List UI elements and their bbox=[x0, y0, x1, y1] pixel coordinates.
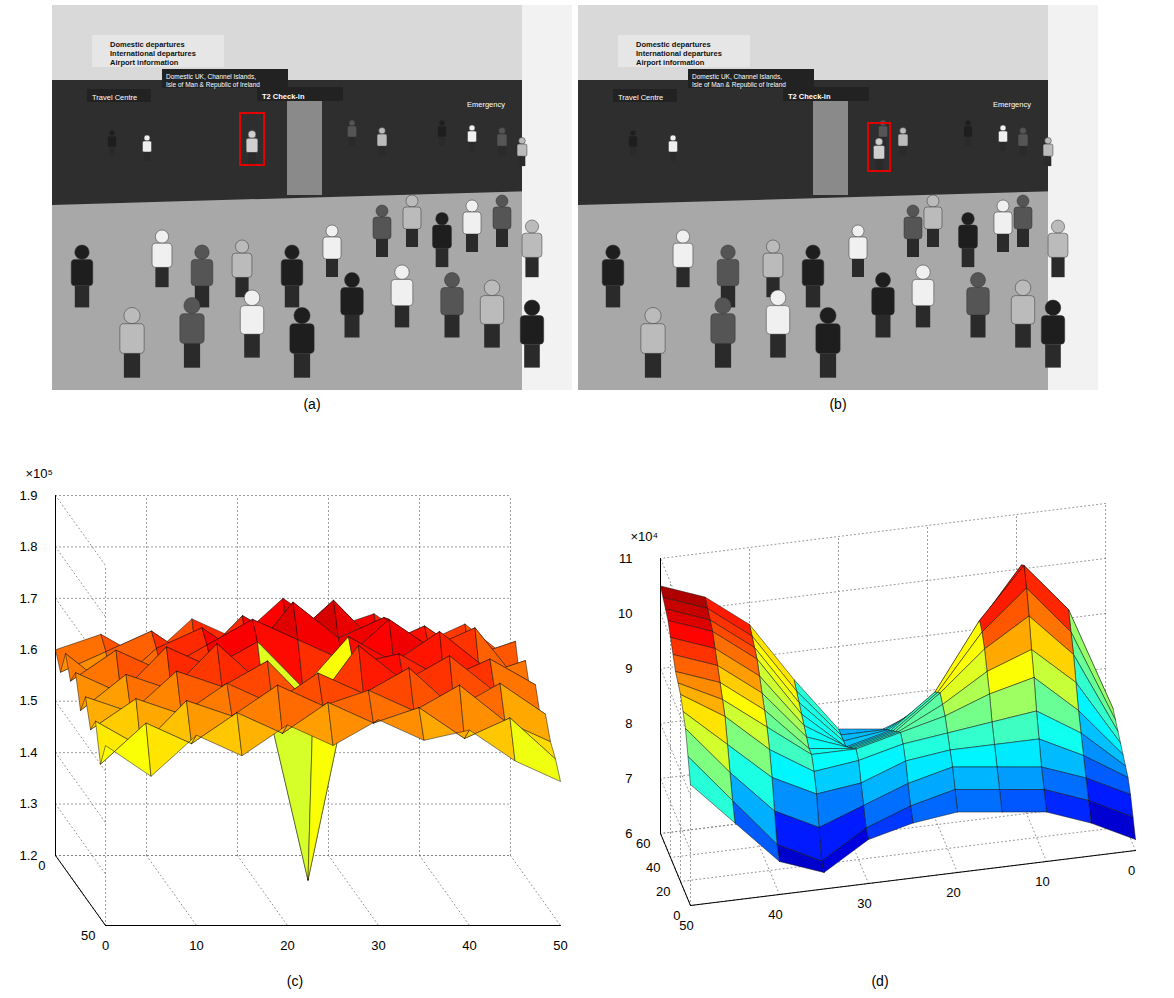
svg-text:20: 20 bbox=[946, 885, 960, 900]
svg-text:0: 0 bbox=[102, 938, 109, 953]
svg-text:0: 0 bbox=[1128, 863, 1135, 878]
svg-text:1.9: 1.9 bbox=[19, 488, 37, 503]
svg-text:10: 10 bbox=[1035, 874, 1049, 889]
svg-text:8: 8 bbox=[625, 716, 632, 731]
svg-text:40: 40 bbox=[646, 860, 660, 875]
svg-text:Isle of Man & Republic of Irel: Isle of Man & Republic of Ireland bbox=[166, 81, 260, 89]
html-text:(d): (d) bbox=[871, 973, 889, 989]
svg-text:T2 Check-in: T2 Check-in bbox=[262, 92, 305, 101]
svg-text:Airport information: Airport information bbox=[636, 58, 705, 67]
svg-text:×10⁵: ×10⁵ bbox=[26, 466, 53, 481]
svg-text:1.5: 1.5 bbox=[19, 693, 37, 708]
svg-text:50: 50 bbox=[81, 928, 95, 943]
svg-text:7: 7 bbox=[625, 771, 632, 786]
svg-text:Airport information: Airport information bbox=[110, 58, 179, 67]
svg-text:Domestic departures: Domestic departures bbox=[110, 40, 185, 49]
svg-text:30: 30 bbox=[857, 896, 871, 911]
svg-text:International departures: International departures bbox=[636, 49, 722, 58]
svg-text:1.4: 1.4 bbox=[19, 745, 37, 760]
svg-text:50: 50 bbox=[553, 938, 567, 953]
svg-text:Travel Centre: Travel Centre bbox=[92, 93, 137, 102]
svg-text:1.2: 1.2 bbox=[19, 848, 37, 863]
html-text:(c): (c) bbox=[286, 973, 304, 989]
svg-text:20: 20 bbox=[656, 884, 670, 899]
svg-text:Domestic departures: Domestic departures bbox=[636, 40, 711, 49]
svg-text:Isle of Man & Republic of Irel: Isle of Man & Republic of Ireland bbox=[692, 81, 786, 89]
svg-text:1.3: 1.3 bbox=[19, 796, 37, 811]
svg-text:50: 50 bbox=[679, 918, 693, 933]
svg-text:30: 30 bbox=[371, 938, 385, 953]
svg-text:Domestic UK, Channel Islands,: Domestic UK, Channel Islands, bbox=[166, 73, 256, 80]
svg-text:1.6: 1.6 bbox=[19, 642, 37, 657]
html-text:(b): (b) bbox=[829, 396, 847, 412]
svg-text:×10⁴: ×10⁴ bbox=[631, 529, 659, 544]
svg-text:40: 40 bbox=[768, 907, 782, 922]
svg-text:0: 0 bbox=[38, 858, 45, 873]
svg-text:International departures: International departures bbox=[110, 49, 196, 58]
svg-text:9: 9 bbox=[625, 661, 632, 676]
svg-text:60: 60 bbox=[636, 836, 650, 851]
svg-text:40: 40 bbox=[462, 938, 476, 953]
svg-text:Domestic UK, Channel Islands,: Domestic UK, Channel Islands, bbox=[692, 73, 782, 80]
svg-text:T2 Check-in: T2 Check-in bbox=[788, 92, 831, 101]
svg-text:20: 20 bbox=[280, 938, 294, 953]
svg-text:11: 11 bbox=[619, 551, 633, 566]
svg-text:10: 10 bbox=[189, 938, 203, 953]
svg-text:Emergency: Emergency bbox=[993, 100, 1031, 109]
svg-text:Travel Centre: Travel Centre bbox=[618, 93, 663, 102]
svg-text:1.7: 1.7 bbox=[19, 591, 37, 606]
svg-text:1.8: 1.8 bbox=[19, 539, 37, 554]
svg-text:10: 10 bbox=[618, 606, 632, 621]
svg-text:0: 0 bbox=[673, 908, 680, 923]
html-text:(a): (a) bbox=[303, 396, 321, 412]
svg-text:Emergency: Emergency bbox=[467, 100, 505, 109]
svg-text:6: 6 bbox=[625, 826, 632, 841]
